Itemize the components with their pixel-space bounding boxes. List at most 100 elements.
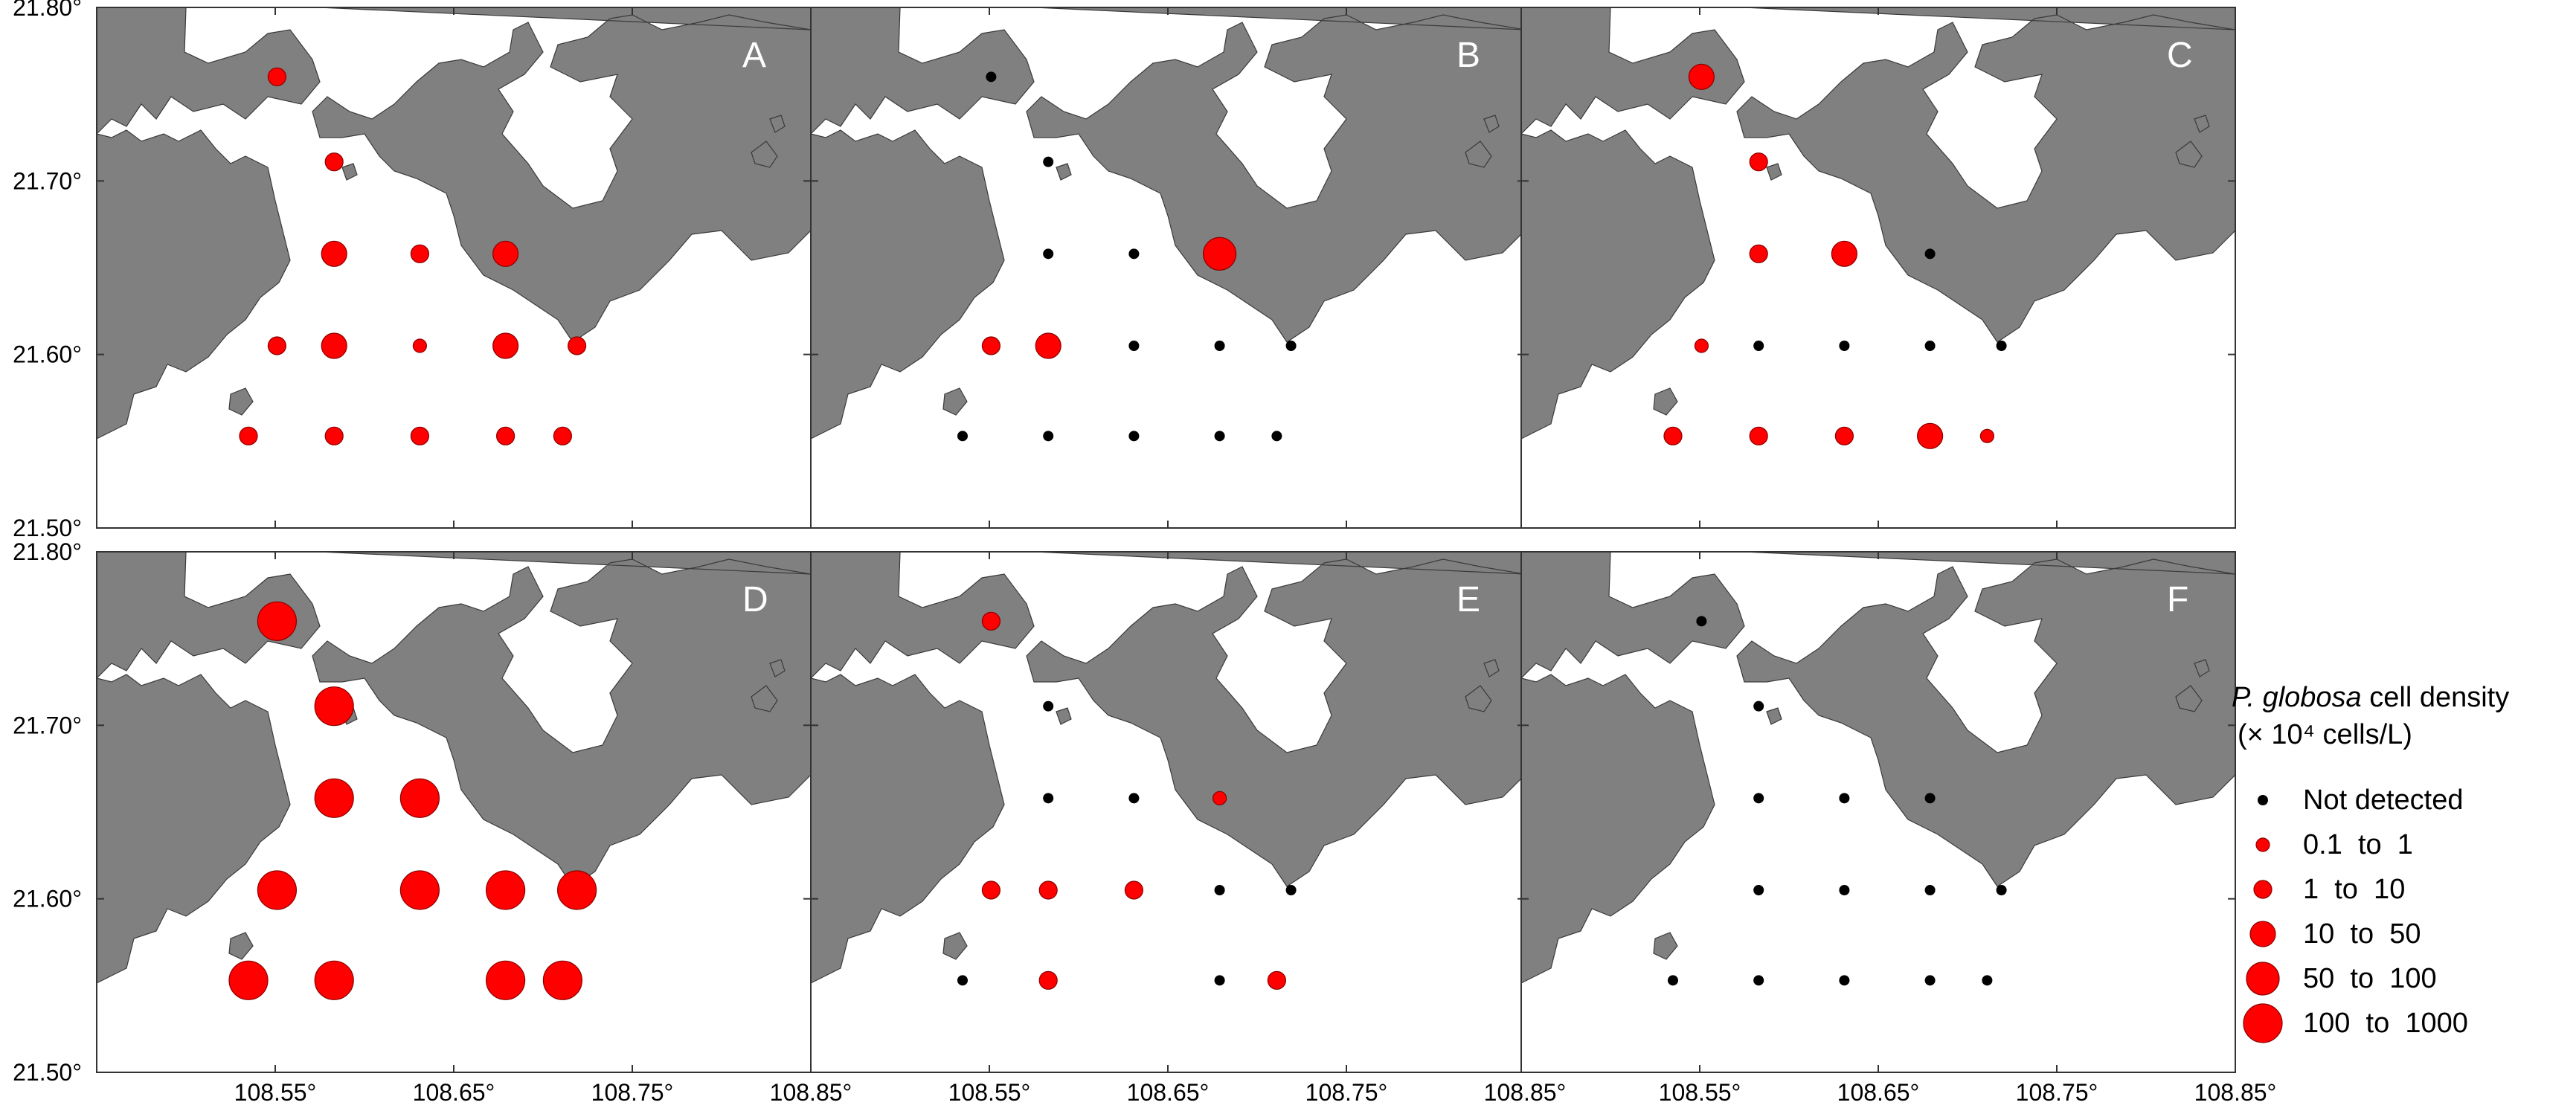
station-marker [1271,431,1282,442]
lat-tick-label: 21.70° [13,712,82,738]
station-marker [1043,701,1054,712]
lat-tick-label: 21.60° [13,341,82,368]
station-marker [399,778,440,818]
station-marker [567,336,587,355]
legend-item-label: 0.1 to 1 [2303,829,2413,860]
station-marker [1285,885,1297,895]
legend: P. globosa cell density (× 10⁴ cells/L) … [2232,682,2509,1043]
lat-tick-label: 21.70° [13,167,82,194]
legend-symbol [2246,962,2280,996]
station-marker [1668,975,1678,986]
station-marker [257,870,297,910]
legend-title: P. globosa cell density [2232,682,2509,713]
station-marker [1694,338,1709,353]
station-marker [1267,970,1287,990]
station-marker [228,960,269,1000]
station-marker [1043,156,1054,167]
lon-tick-label: 108.55° [1659,1079,1741,1106]
station-marker [1831,240,1857,267]
station-marker [1753,975,1764,986]
station-marker [1924,248,1936,260]
station-marker [495,426,515,445]
map-panel-D: D [96,551,812,1073]
station-marker [957,431,968,442]
station-marker [1753,341,1764,351]
lat-tick-label: 21.50° [13,1059,82,1086]
panel-label: B [1456,36,1480,75]
legend-symbol [2253,880,2273,899]
lon-tick-label: 108.55° [948,1079,1031,1106]
lon-tick-label: 108.75° [591,1079,674,1106]
legend-symbol [2255,837,2270,852]
map-panel-B: B [810,7,1526,529]
station-marker [542,960,583,1000]
station-marker [314,960,354,1000]
lon-tick-label: 108.55° [234,1079,317,1106]
station-marker [324,152,344,172]
legend-item-label: 1 to 10 [2303,874,2405,905]
panel-label: E [1456,580,1480,619]
station-marker [1749,426,1768,445]
lon-tick-label: 108.65° [1837,1079,1920,1106]
map-panels: A B C D E F [96,7,2236,1073]
station-marker [492,240,519,267]
panel-label: F [2167,580,2188,619]
station-marker [1128,793,1140,804]
station-marker [1043,248,1054,260]
legend-symbol [2243,1003,2283,1043]
station-marker [1982,975,1993,986]
station-marker [1043,431,1054,442]
map-panel-A: A [96,7,812,529]
lon-tick-label: 108.75° [1305,1079,1388,1106]
station-marker [1839,885,1850,895]
map-panel-C: C [1520,7,2236,529]
legend-items: Not detected 0.1 to 1 1 to 10 10 to 50 50 to… [2243,785,2468,1043]
legend-item-label: Not detected [2303,785,2463,816]
station-marker [1285,341,1297,351]
lat-tick-label: 21.80° [13,0,82,21]
latitude-axis: 21.80°21.70°21.60°21.50°21.80°21.70°21.6… [13,0,82,1086]
panel-label: D [742,580,768,619]
station-marker [981,880,1000,900]
station-marker [492,332,519,359]
station-marker [485,960,526,1000]
station-marker [1753,793,1764,804]
station-marker [257,601,297,641]
station-marker [485,870,526,910]
station-marker [267,336,286,355]
station-marker [1202,236,1237,271]
station-marker [1214,975,1225,986]
legend-title-text: cell density [2362,682,2510,713]
station-marker [410,426,429,445]
station-marker [1124,880,1143,900]
lon-tick-label: 108.65° [1127,1079,1210,1106]
station-marker [957,975,968,986]
station-marker [1916,422,1944,449]
station-marker [1839,341,1850,351]
station-marker [1688,63,1715,90]
lat-tick-label: 21.50° [13,515,82,541]
station-marker [1035,332,1061,359]
station-marker [553,426,573,445]
station-marker [1753,701,1764,712]
station-marker [412,338,427,353]
station-marker [1924,975,1936,986]
station-marker [1979,428,1995,443]
station-marker [321,332,347,359]
panel-label: A [742,36,766,75]
station-marker [399,870,440,910]
station-marker [981,611,1000,631]
panel-label: C [2167,36,2193,75]
lon-tick-label: 108.85° [2194,1079,2277,1106]
station-marker [267,67,286,86]
station-marker [1996,341,2007,351]
station-marker [556,870,597,910]
station-marker [314,686,354,727]
legend-item-label: 100 to 1000 [2303,1008,2468,1039]
lat-tick-label: 21.60° [13,886,82,912]
station-marker [1834,426,1854,445]
legend-symbol [2258,795,2268,805]
legend-title-species: P. globosa [2232,682,2362,713]
legend-item-label: 50 to 100 [2303,963,2437,994]
station-marker [1749,152,1768,172]
